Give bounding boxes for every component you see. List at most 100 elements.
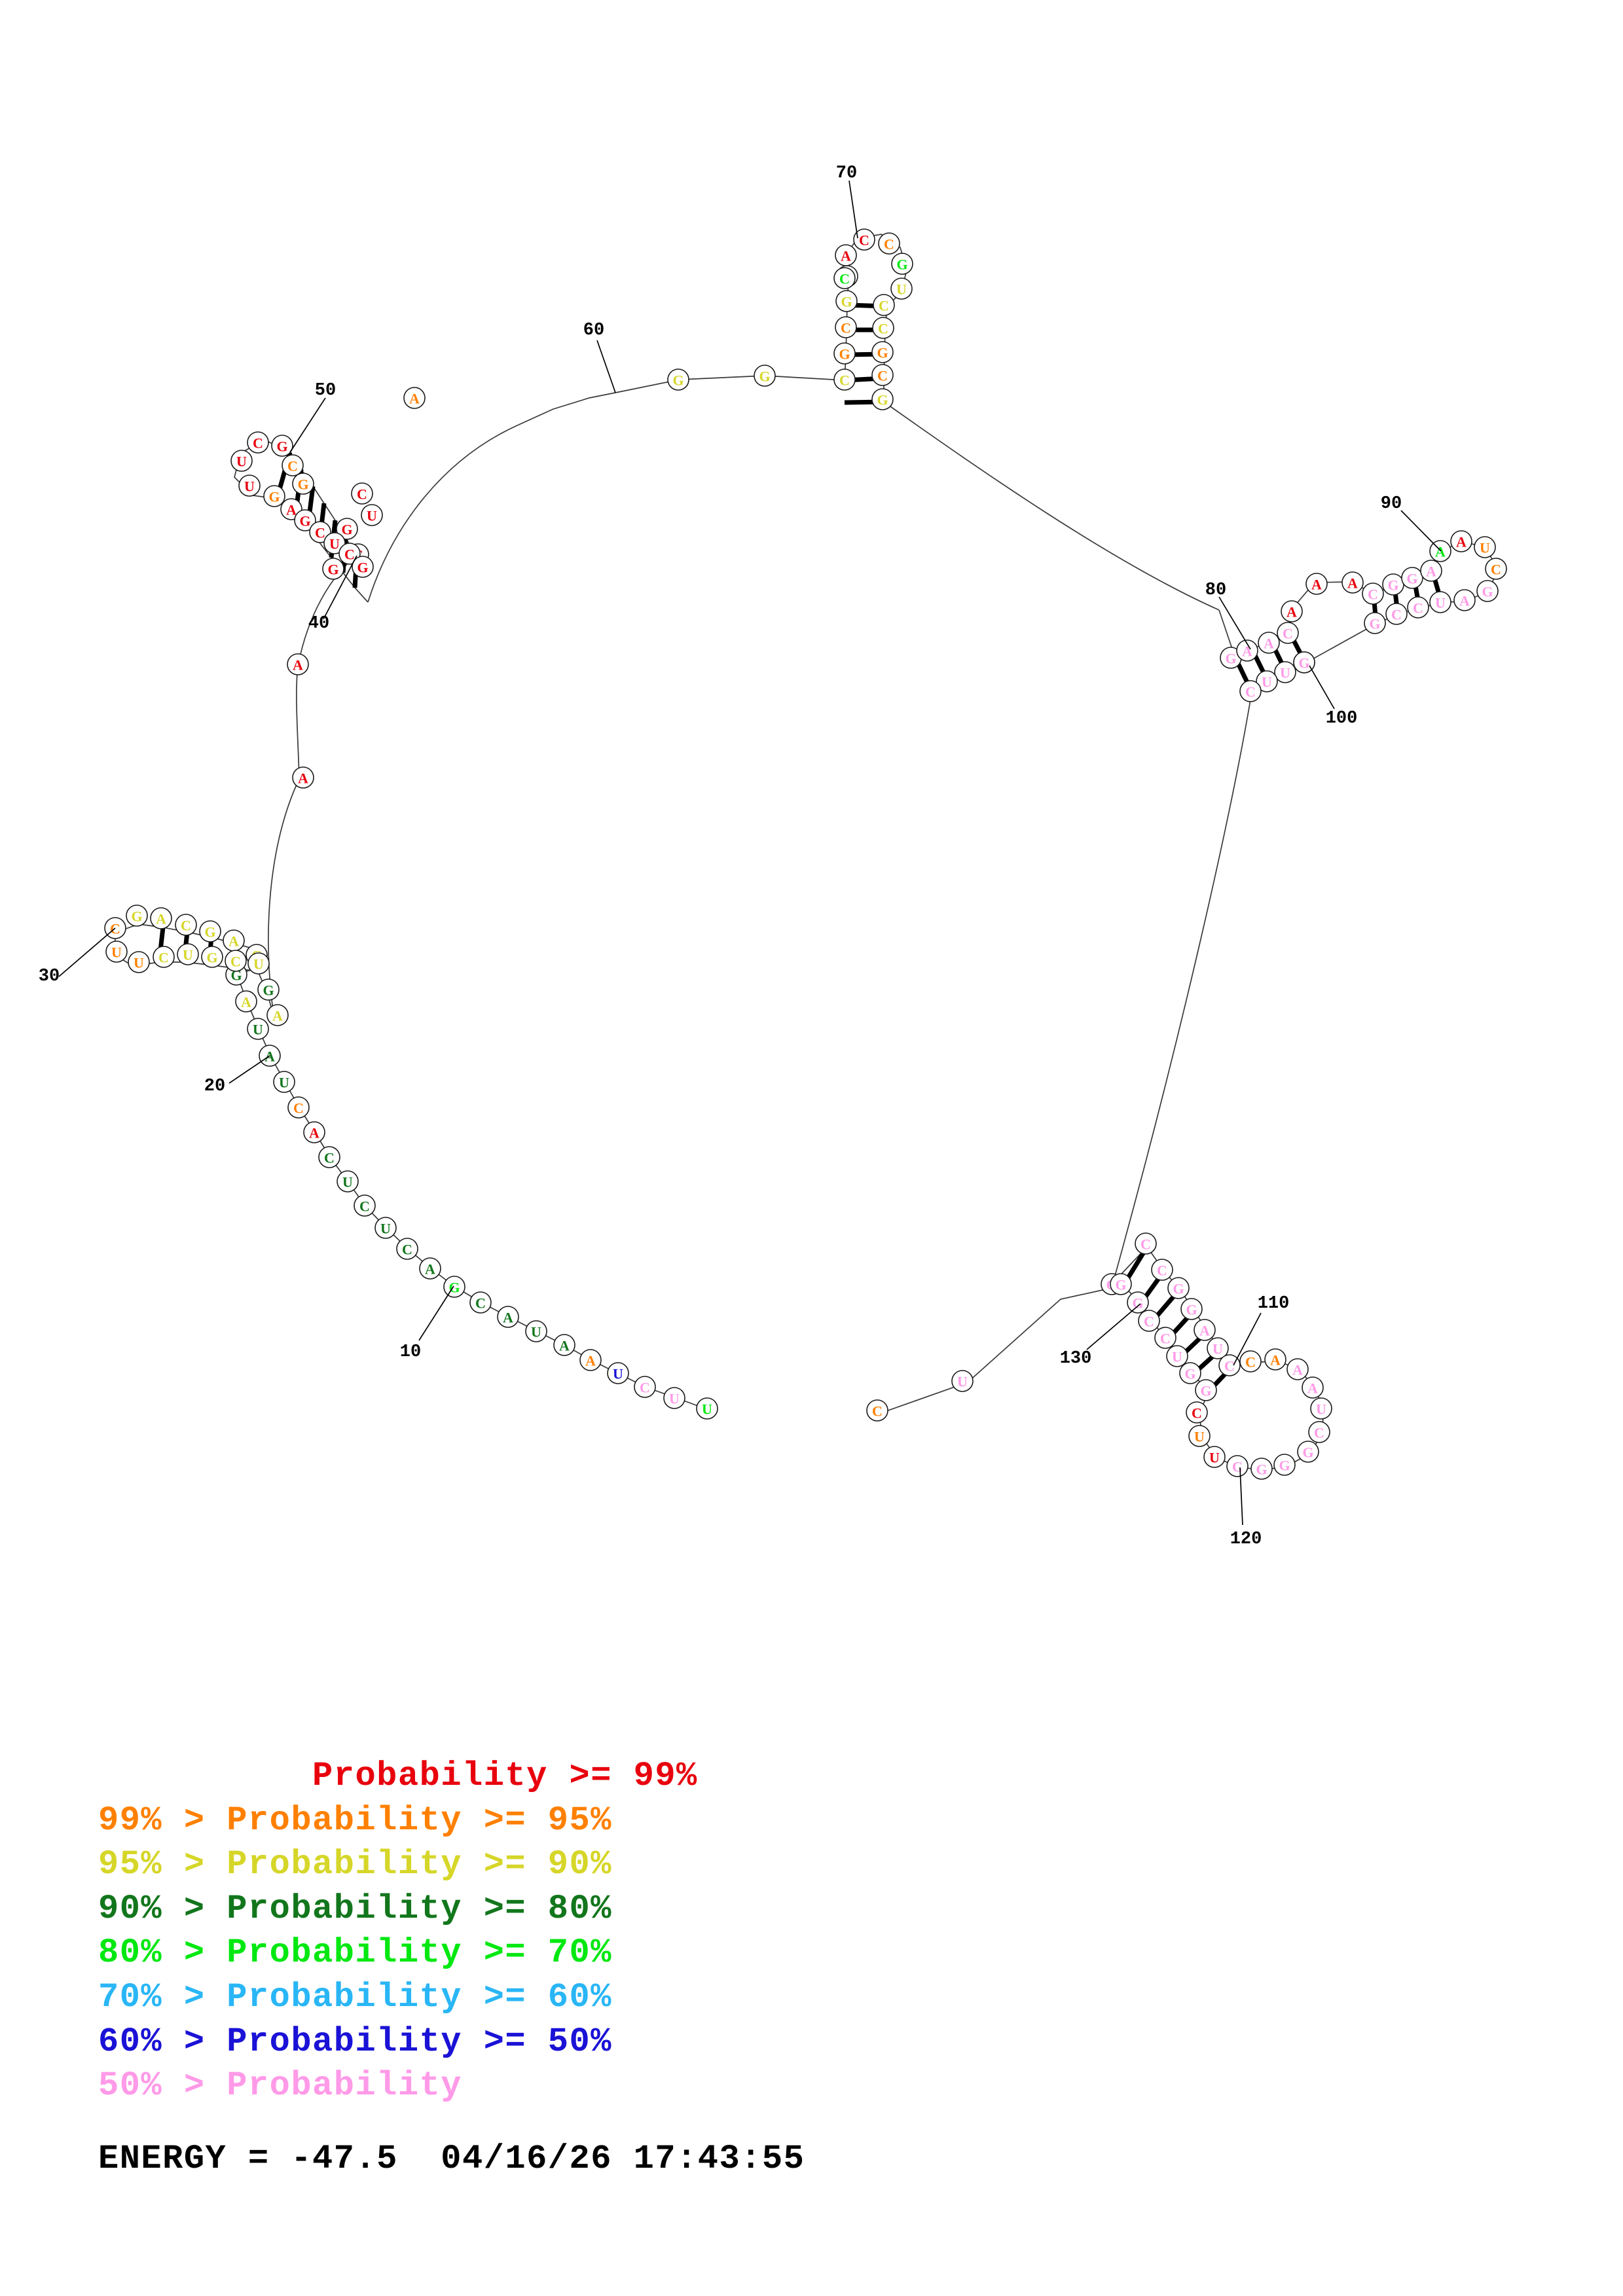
nucleotide-letter: G [759, 368, 770, 385]
nucleotide-letter: G [877, 345, 888, 361]
nucleotide-38: G [257, 978, 280, 1001]
nucleotide-letter: G [1406, 571, 1417, 587]
nucleotide-94: C [1485, 558, 1507, 580]
tick-80 [1218, 596, 1251, 650]
nucleotide-97: U [1429, 591, 1451, 613]
nucleotide-circle [667, 368, 689, 391]
tick-label-110: 110 [1258, 1294, 1290, 1314]
nucleotide-letter: A [1292, 1362, 1303, 1378]
nucleotide-letter: C [1157, 1263, 1167, 1279]
nucleotide-circle [201, 946, 223, 968]
legend-row-80: 90% > Probability >= 80% [98, 1889, 612, 1928]
legend-row-90: 95% > Probability >= 90% [98, 1845, 612, 1884]
backbone-bottom-descent [1112, 691, 1252, 1283]
nucleotide-48: C [282, 454, 304, 476]
nucleotide-circle [1401, 567, 1423, 589]
nucleotide-circle [273, 1071, 295, 1093]
nucleotide-circle [1341, 571, 1364, 594]
nucleotide-circle [1407, 596, 1429, 619]
nucleotide-circle [292, 766, 314, 789]
nucleotide-circle [1485, 558, 1507, 580]
nucleotide-letter: G [1186, 1302, 1197, 1318]
nucleotide-letter: A [1426, 564, 1436, 580]
nucleotide-circle [374, 1217, 397, 1239]
nucleotide-letter: G [448, 1280, 460, 1296]
nucleotide-letter: G [1369, 616, 1380, 632]
backbone-lines [112, 234, 1498, 1471]
nucleotide-letter: G [327, 562, 338, 578]
nucleotide-122: C [1226, 1455, 1249, 1477]
nucleotide-circle [1258, 632, 1280, 654]
tick-130 [1086, 1303, 1141, 1350]
tick-label-80: 80 [1205, 581, 1226, 600]
nucleotide-circle [126, 905, 148, 927]
nucleotide-circle [128, 951, 150, 973]
nucleotide-15: U [337, 1170, 359, 1193]
nucleotide-circle [1274, 661, 1296, 683]
legend-row-below50: 50% > Probability [98, 2066, 462, 2106]
nucleotide-letter: G [297, 476, 308, 493]
nucleotide-125: C [1186, 1401, 1208, 1424]
legend-row-95: 99% > Probability >= 95% [98, 1801, 612, 1840]
nucleotide-57: U [323, 532, 346, 554]
nucleotide-circle [1281, 600, 1303, 622]
nucleotide-letter: C [1144, 1314, 1154, 1330]
nucleotide-letter: A [1347, 575, 1358, 592]
nucleotide-circle [292, 473, 314, 495]
nucleotide-letter: C [475, 1295, 486, 1312]
nucleotide-letter: A [228, 933, 239, 950]
nucleotide-circle [1167, 1277, 1190, 1299]
nucleotide-81: A [1258, 632, 1280, 654]
nucleotide-letter: G [131, 908, 142, 925]
nucleotide-123: U [1203, 1446, 1226, 1468]
nucleotide-46: C [351, 482, 373, 505]
nucleotide-circle [1239, 1350, 1262, 1372]
nucleotide-circle [352, 556, 374, 578]
nucleotide-52: U [238, 475, 261, 497]
nucleotide-27: C [175, 914, 197, 936]
nucleotide-circle [336, 518, 358, 540]
nucleotide-circle [1250, 1458, 1273, 1480]
nucleotide-circle [230, 450, 253, 472]
nucleotide-39: A [266, 1004, 289, 1026]
nucleotide-circle [1186, 1401, 1208, 1424]
nucleotide-circle [1297, 1441, 1319, 1463]
nucleotide-circle [833, 368, 856, 391]
nucleotide-letter: C [158, 950, 169, 966]
nucleotide-letter: C [1413, 600, 1423, 617]
nucleotide-44: G [336, 518, 358, 540]
nucleotide-17: A [303, 1121, 325, 1143]
nucleotide-114: A [1264, 1348, 1286, 1371]
nucleotide-64: G [833, 342, 856, 365]
nucleotide-107: C [1151, 1259, 1173, 1281]
nucleotide-circle [1194, 1319, 1216, 1341]
tick-label-70: 70 [836, 164, 857, 183]
nucleotide-circle [238, 475, 261, 497]
nucleotide-letter: A [286, 502, 297, 518]
nucleotide-letter: A [1307, 1380, 1318, 1397]
nucleotide-circle [287, 653, 309, 675]
nucleotide-letter: C [1245, 1354, 1256, 1371]
nucleotide-124: U [1188, 1425, 1211, 1447]
nucleotide-circle [1264, 1348, 1286, 1371]
nucleotide-circle [1277, 622, 1299, 644]
nucleotide-103: U [1256, 670, 1278, 692]
position-ticks: 10 20 30 40 50 60 70 80 90 100 110 120 1… [39, 164, 1442, 1549]
nucleotide-circle [951, 1370, 974, 1392]
nucleotide-25: A [223, 929, 245, 952]
nucleotide-102: U [1274, 661, 1296, 683]
nucleotide-33: C [153, 946, 175, 968]
nucleotide-88: G [1382, 573, 1404, 596]
nucleotide-letter: U [1194, 1429, 1205, 1445]
nucleotide-109: G [1180, 1298, 1203, 1320]
nucleotide-119: G [1297, 1441, 1319, 1463]
nucleotide-127: G [1179, 1362, 1201, 1384]
nucleotide-circle [835, 316, 857, 338]
nucleotide-87: C [1362, 583, 1384, 605]
nucleotide-49: G [271, 435, 293, 457]
nucleotide-circle [1310, 1397, 1332, 1420]
nucleotide-134: C [866, 1399, 888, 1422]
backbone-top-arc [367, 425, 518, 603]
nucleotide-letter: G [1256, 1462, 1267, 1478]
nucleotide-circle [1180, 1298, 1203, 1320]
